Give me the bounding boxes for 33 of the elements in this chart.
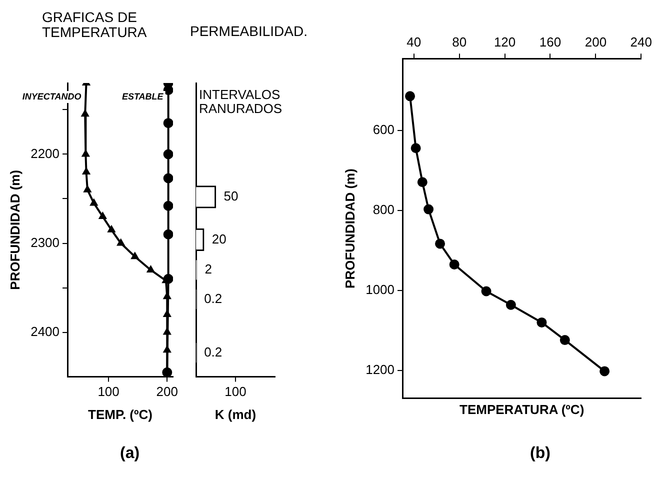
y-tick-label: 800: [372, 202, 395, 218]
data-label: 2: [204, 262, 212, 277]
y-tick-label: 1000: [366, 282, 395, 298]
x-axis-title: TEMP. (ºC): [88, 406, 152, 422]
data-label: 0.2: [204, 290, 222, 306]
x-axis-title: TEMPERATURA (ºC): [460, 402, 584, 417]
data-label: 50: [224, 188, 238, 204]
x-tick-label: 120: [494, 34, 516, 50]
x-tick-label: 40: [406, 34, 422, 50]
y-tick-label: 2200: [30, 146, 60, 161]
y-axis-title: PROFUNDIDAD (m): [7, 170, 22, 290]
series-label: ESTABLE: [122, 91, 164, 102]
chart-title: GRAFICAS DE TEMPERATURA: [42, 9, 147, 40]
series-label: INYECTANDO: [22, 91, 82, 102]
y-tick-label: 2300: [30, 234, 60, 250]
chart-title: PERMEABILIDAD.: [190, 23, 308, 39]
y-axis-title: PROFUNDIDAD (m): [342, 168, 358, 288]
x-tick-label: 100: [224, 384, 246, 400]
data-label: 20: [212, 231, 226, 246]
data-label: 0.2: [204, 344, 222, 360]
text: INTERVALOS RANURADOS: [199, 87, 282, 116]
x-tick-label: 200: [584, 34, 607, 50]
x-tick-label: 240: [630, 34, 652, 50]
x-axis-title: K (md): [214, 406, 256, 422]
text: (a): [120, 445, 140, 463]
y-tick-label: 1200: [366, 362, 395, 377]
x-tick-label: 100: [98, 384, 120, 400]
x-tick-label: 80: [452, 34, 467, 50]
x-tick-label: 160: [539, 34, 562, 50]
text: (b): [530, 445, 550, 463]
y-tick-label: 2400: [30, 324, 60, 339]
x-tick-label: 200: [156, 384, 178, 400]
y-tick-label: 600: [372, 122, 395, 138]
